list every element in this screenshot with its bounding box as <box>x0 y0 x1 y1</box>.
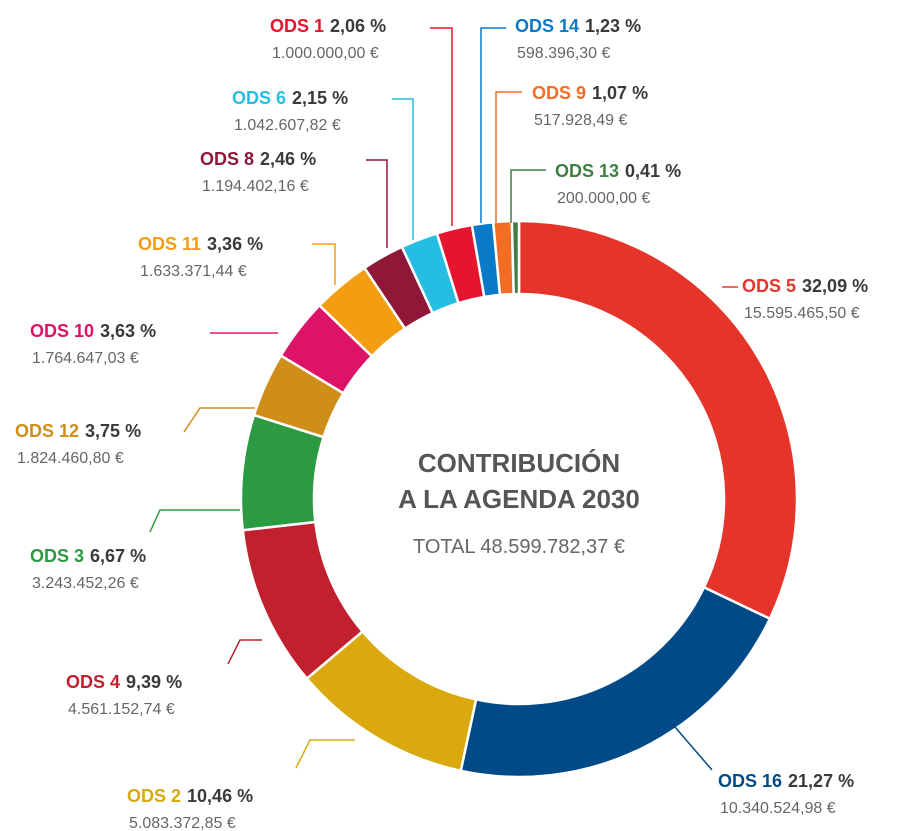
donut-segment <box>517 219 799 621</box>
segment-label: ODS 3 6,67 % <box>30 546 146 566</box>
leader-line <box>183 407 255 433</box>
segment-name: ODS 11 <box>138 234 201 254</box>
leader-line <box>392 98 414 240</box>
segment-label: ODS 11 3,36 % <box>138 234 263 254</box>
leader-line <box>495 91 522 223</box>
segment-amount: 1.824.460,80 € <box>17 450 124 467</box>
segment-amount: 1.000.000,00 € <box>272 45 379 62</box>
leader-line <box>480 27 506 223</box>
segment-percent: 0,41 % <box>625 161 681 181</box>
leader-line <box>510 169 546 223</box>
leader-line <box>430 27 453 226</box>
segment-label: ODS 10 3,63 % <box>30 321 156 341</box>
segment-amount: 4.561.152,74 € <box>68 701 175 718</box>
segment-name: ODS 13 <box>555 161 619 181</box>
segment-percent: 6,67 % <box>90 546 146 566</box>
donut-segment <box>510 219 521 296</box>
segment-amount: 1.633.371,44 € <box>140 263 247 280</box>
segment-name: ODS 1 <box>270 16 324 36</box>
segment-percent: 32,09 % <box>802 276 868 296</box>
segment-label: ODS 2 10,46 % <box>127 786 253 806</box>
segment-label: ODS 4 9,39 % <box>66 672 182 692</box>
segment-label: ODS 5 32,09 % <box>742 276 868 296</box>
segment-percent: 3,63 % <box>100 321 156 341</box>
segment-percent: 1,07 % <box>592 83 648 103</box>
segment-name: ODS 16 <box>718 771 782 791</box>
center-subtitle: TOTAL 48.599.782,37 € <box>413 536 625 558</box>
segment-name: ODS 6 <box>232 88 286 108</box>
segment-amount: 5.083.372,85 € <box>129 815 236 831</box>
segment-name: ODS 14 <box>515 16 579 36</box>
segment-amount: 517.928,49 € <box>534 112 628 129</box>
segment-name: ODS 2 <box>127 786 181 806</box>
donut-segment <box>459 585 772 779</box>
segment-label: ODS 14 1,23 % <box>515 16 641 36</box>
segment-percent: 21,27 % <box>788 771 854 791</box>
segment-label: ODS 13 0,41 % <box>555 161 681 181</box>
leader-line <box>366 159 388 248</box>
leader-line <box>227 639 262 665</box>
segment-percent: 2,46 % <box>260 149 316 169</box>
segment-percent: 2,06 % <box>330 16 386 36</box>
segment-label: ODS 16 21,27 % <box>718 771 854 791</box>
leader-line <box>295 739 355 769</box>
segment-percent: 3,36 % <box>207 234 263 254</box>
segment-percent: 1,23 % <box>585 16 641 36</box>
segment-amount: 598.396,30 € <box>517 45 611 62</box>
segment-amount: 15.595.465,50 € <box>744 305 860 322</box>
leader-line <box>149 509 240 533</box>
center-title: CONTRIBUCIÓN <box>418 448 620 478</box>
segment-name: ODS 12 <box>15 421 79 441</box>
segment-percent: 9,39 % <box>126 672 182 692</box>
segment-label: ODS 9 1,07 % <box>532 83 648 103</box>
segment-name: ODS 5 <box>742 276 796 296</box>
segment-label: ODS 6 2,15 % <box>232 88 348 108</box>
segment-name: ODS 8 <box>200 149 254 169</box>
leader-line <box>674 726 713 771</box>
segment-name: ODS 10 <box>30 321 94 341</box>
segment-label: ODS 8 2,46 % <box>200 149 316 169</box>
segment-label: ODS 1 2,06 % <box>270 16 386 36</box>
segment-label: ODS 12 3,75 % <box>15 421 141 441</box>
segment-name: ODS 3 <box>30 546 84 566</box>
segment-name: ODS 9 <box>532 83 586 103</box>
segment-percent: 10,46 % <box>187 786 253 806</box>
segment-percent: 2,15 % <box>292 88 348 108</box>
segment-amount: 1.194.402,16 € <box>202 178 309 195</box>
segment-amount: 3.243.452,26 € <box>32 575 139 592</box>
segment-percent: 3,75 % <box>85 421 141 441</box>
segment-amount: 10.340.524,98 € <box>720 800 836 817</box>
center-title: A LA AGENDA 2030 <box>398 484 640 514</box>
segment-amount: 1.764.647,03 € <box>32 350 139 367</box>
segment-amount: 200.000,00 € <box>557 190 651 207</box>
segment-amount: 1.042.607,82 € <box>234 117 341 134</box>
leader-line <box>312 243 336 285</box>
segment-name: ODS 4 <box>66 672 120 692</box>
